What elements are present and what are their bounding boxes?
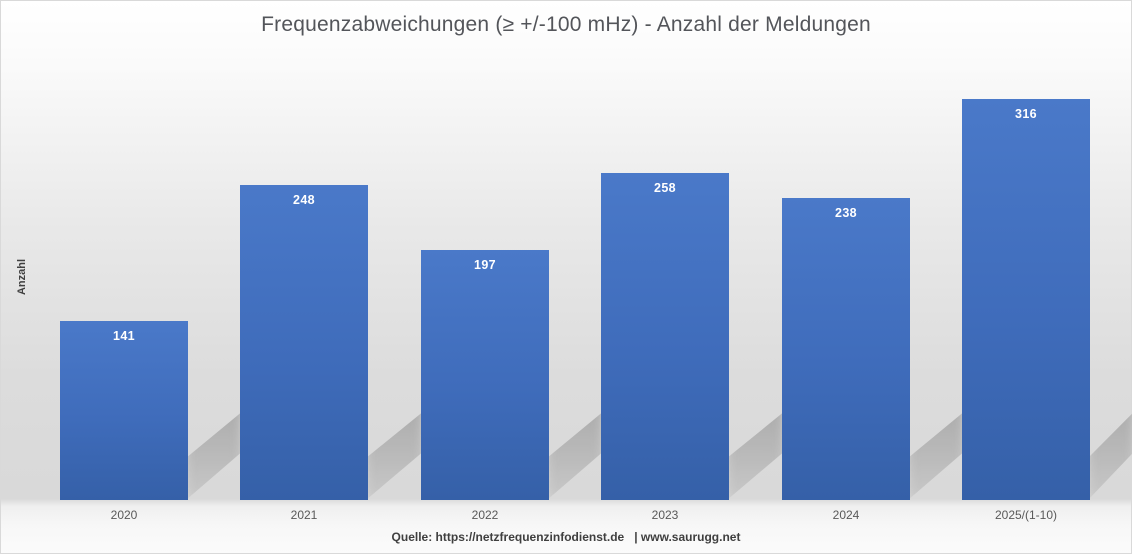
bar-2020[interactable]: 141 bbox=[60, 321, 188, 500]
bar-shadow bbox=[727, 411, 784, 500]
bar-shadow bbox=[547, 411, 603, 500]
x-tick-label: 2022 bbox=[471, 508, 499, 522]
bar-2024[interactable]: 238 bbox=[782, 198, 910, 500]
x-tick-label: 2020 bbox=[110, 508, 138, 522]
source-caption: Quelle: https://netzfrequenzinfodienst.d… bbox=[391, 530, 741, 544]
bar-data-label: 238 bbox=[834, 206, 858, 220]
bar-2021[interactable]: 248 bbox=[240, 185, 368, 500]
bar-data-label: 258 bbox=[653, 181, 677, 195]
chart-title: Frequenzabweichungen (≥ +/-100 mHz) - An… bbox=[261, 13, 871, 36]
x-tick-label: 2023 bbox=[651, 508, 679, 522]
bar-shadow bbox=[186, 411, 242, 500]
bar-2025/(1-10)[interactable]: 316 bbox=[962, 99, 1090, 500]
bar-data-label: 248 bbox=[292, 193, 316, 207]
x-tick-label: 2024 bbox=[832, 508, 860, 522]
x-tick-label: 2021 bbox=[290, 508, 318, 522]
bar-shadow bbox=[908, 411, 964, 500]
bar-2023[interactable]: 258 bbox=[601, 173, 729, 500]
bar-data-label: 197 bbox=[473, 258, 497, 272]
x-tick-label: 2025/(1-10) bbox=[994, 508, 1058, 522]
bar-shadow bbox=[366, 411, 423, 500]
bar-shadow bbox=[1088, 411, 1132, 500]
bar-2022[interactable]: 197 bbox=[421, 250, 549, 500]
bar-data-label: 316 bbox=[1014, 107, 1038, 121]
bar-data-label: 141 bbox=[112, 329, 136, 343]
